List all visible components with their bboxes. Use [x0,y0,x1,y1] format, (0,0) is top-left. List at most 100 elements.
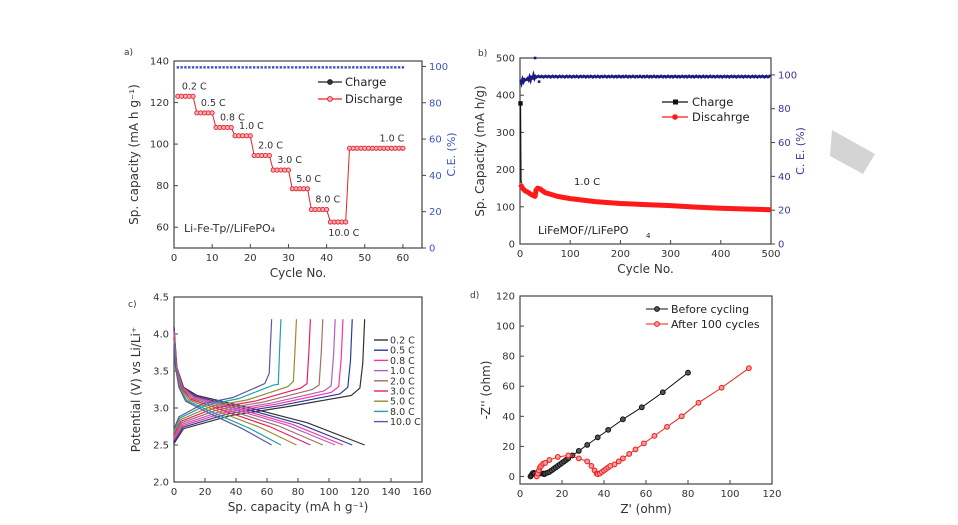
x-tick-label: 100 [561,249,580,260]
data-point [626,451,633,457]
ce-point [386,66,389,69]
x-tick-label: 40 [598,489,611,500]
y2-tick-label: 0 [778,240,784,251]
discharge-line [518,183,772,213]
charge-curve [173,319,298,433]
data-point [746,365,752,372]
ce-point [260,66,263,69]
ce-point [241,66,244,69]
data-point [632,446,639,453]
rate-label: 8.0 C [315,195,340,206]
ce-point [214,66,218,69]
legend-label: Charge [692,95,733,109]
y-tick-label: 4.0 [153,330,169,341]
rate-label: 0.2 C [182,81,207,92]
x-tick-label: 40 [320,253,333,264]
rate-label: 5.0 C [296,174,321,185]
ce-point [256,66,260,69]
y-tick-label: 400 [496,91,515,102]
x-tick-label: 40 [230,487,243,498]
panel-label: d) [470,291,479,301]
charge-curve [173,319,324,437]
ce-point [313,66,317,69]
ce-outlier-point [533,56,537,60]
data-point [605,426,612,433]
sample-annotation-subscript: 4 [646,232,651,240]
x-tick-label: 0 [517,489,523,500]
y-tick-label: 0 [509,240,515,251]
series-line [530,372,689,477]
ce-point [325,66,328,69]
panel-label: a) [124,48,133,58]
ce-point [207,66,210,69]
data-point [620,416,626,423]
ce-point [382,66,386,69]
discharge-point [228,124,234,131]
ce-point [252,66,256,69]
decorative-grey-shape [830,130,875,174]
ce-point [233,66,237,69]
rate-label: 2.0 C [258,141,283,152]
x-tick-label: 20 [244,253,257,264]
rate-label: 10.0 C [328,228,359,239]
data-point [638,404,645,411]
ce-point [226,66,229,69]
rate-label: 0.8 C [220,112,245,123]
charge-curve [173,319,336,439]
ce-point [275,66,279,69]
x-tick-label: 100 [319,487,338,498]
x-tick-label: 120 [762,489,781,500]
ce-point [371,66,374,69]
y-tick-label: 4.5 [153,293,169,304]
y-tick-label: 200 [496,165,515,176]
data-point [615,458,622,465]
legend-label: 1.0 C [390,366,415,377]
ce-point [188,66,191,69]
legend-marker [673,99,678,105]
ce-point [222,66,225,69]
legend-marker [672,114,678,120]
y2-tick-label: 0 [429,244,435,255]
legend-label: Discahrge [692,110,750,124]
data-point [611,461,618,468]
charge-curve [173,319,282,431]
ce-point [306,66,309,69]
data-point [584,441,591,448]
ce-point [291,66,294,69]
y-tick-label: 2.0 [153,478,169,489]
y2-tick-label: 40 [429,171,442,182]
ce-point [378,66,382,69]
y-tick-label: 3.0 [153,404,169,415]
data-point [664,423,670,430]
sample-annotation: Li-Fe-Tp//LiFePO₄ [184,222,276,235]
data-point [718,384,725,391]
ce-point [394,66,397,69]
ce-point [268,66,271,69]
ce-point [390,66,393,69]
ce-point [367,66,370,69]
ce-point [230,66,233,69]
ce-point [397,66,401,69]
data-point [575,448,582,454]
charge-point [518,101,523,106]
y2-axis-label: C.E. (%) [445,132,458,176]
ce-point [287,66,290,69]
ce-point [283,66,286,69]
y-tick-label: 300 [496,128,515,139]
x-tick-label: 140 [381,487,400,498]
ce-point [184,66,187,69]
charge-line [519,103,523,184]
legend-label: After 100 cycles [671,318,760,331]
x-tick-label: 500 [761,249,780,260]
y-tick-label: 3.5 [153,367,169,378]
ce-point [375,66,378,69]
data-point [554,454,561,460]
data-point [659,389,666,396]
ce-point [321,66,324,69]
rate-label: 3.0 C [277,155,302,166]
discharge-curve [173,344,272,446]
ce-point [210,66,214,69]
ce-line [519,70,772,88]
panel-label: c) [128,300,136,310]
data-point [685,369,691,376]
